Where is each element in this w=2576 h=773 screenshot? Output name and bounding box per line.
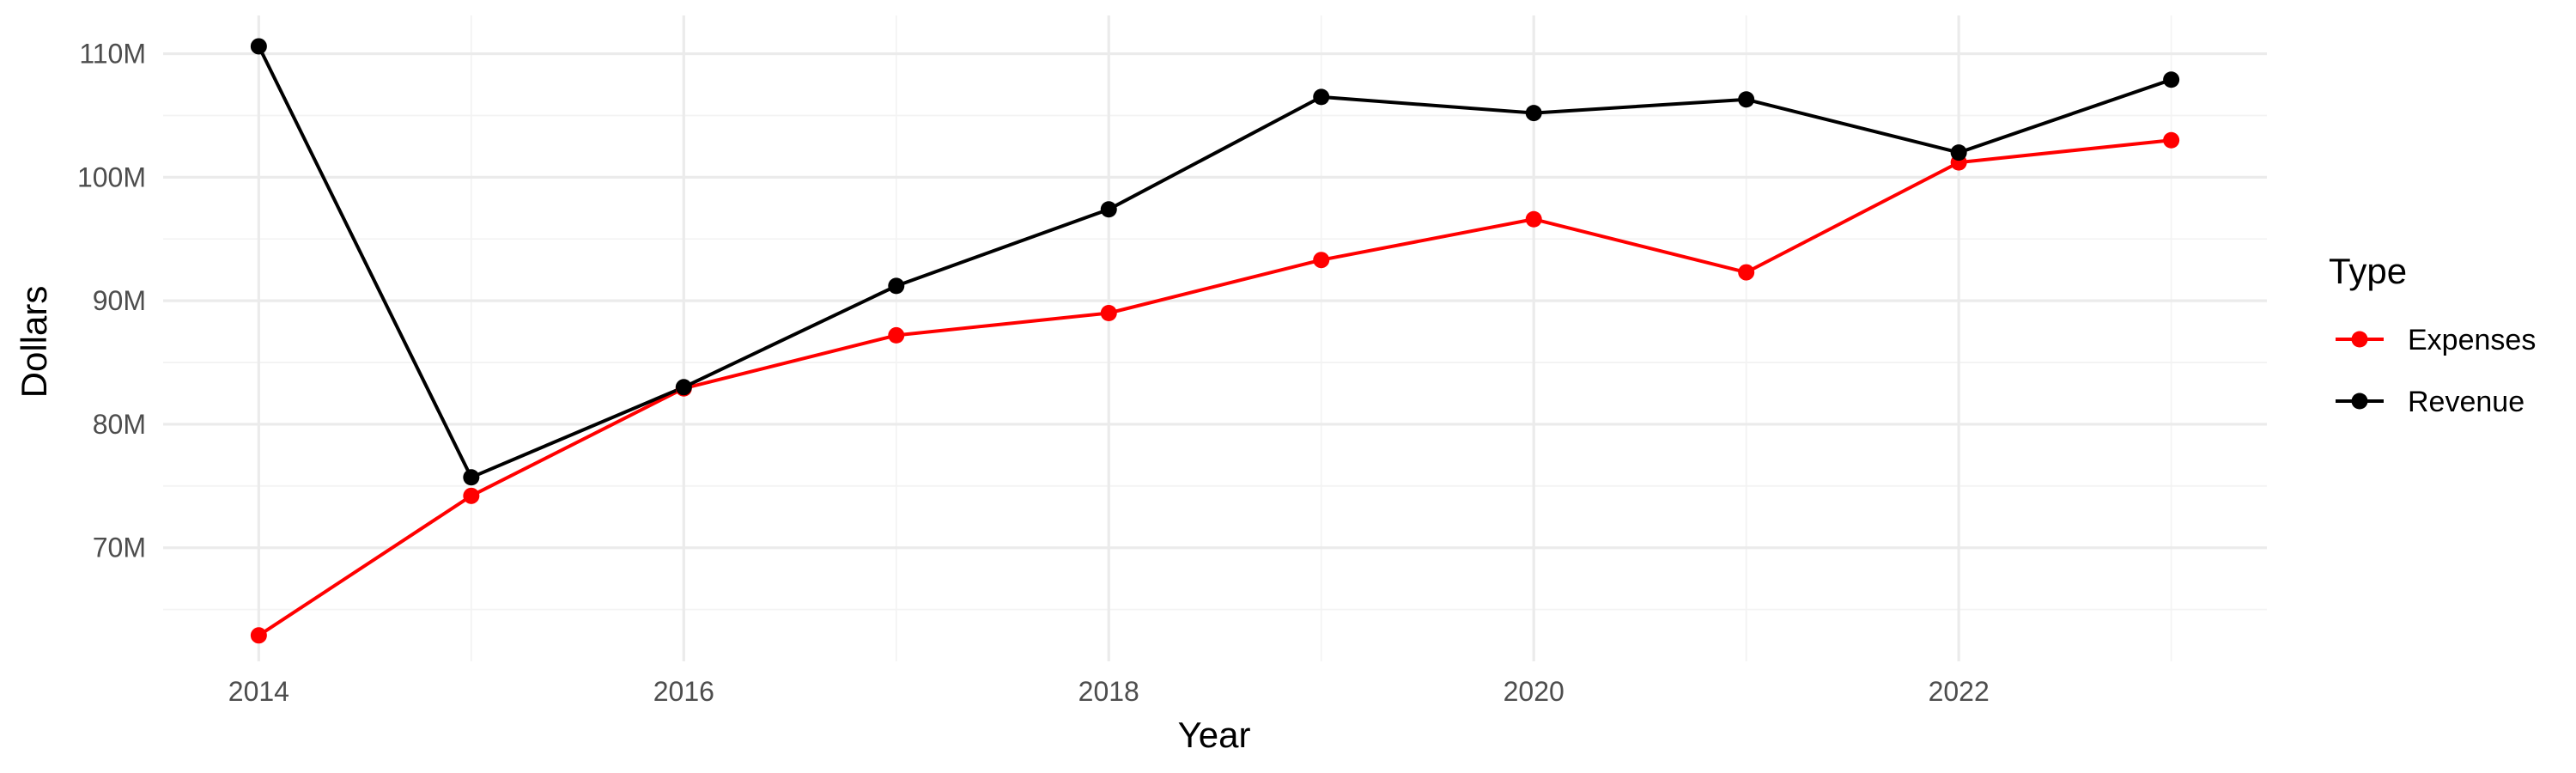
revenue-point <box>1100 201 1117 218</box>
y-axis-title: Dollars <box>14 286 54 399</box>
expenses-point <box>888 326 905 344</box>
expenses-point <box>250 627 267 644</box>
revenue-line <box>257 46 2172 479</box>
legend-items: Expenses Revenue <box>2336 324 2536 418</box>
y-tick-labels: 70M 80M 90M 100M 110M <box>77 39 146 563</box>
revenue-point <box>250 38 267 55</box>
revenue-point <box>1738 91 1755 108</box>
x-axis-title: Year <box>1178 715 1251 755</box>
legend: Type Expenses Revenue <box>2329 251 2536 418</box>
expenses-point <box>1738 264 1755 281</box>
revenue-point <box>2163 71 2180 88</box>
expenses-point <box>1525 210 1542 228</box>
legend-title: Type <box>2329 251 2407 291</box>
legend-item-revenue: Revenue <box>2336 386 2524 418</box>
legend-label-revenue: Revenue <box>2408 386 2524 418</box>
expenses-line <box>258 138 2172 637</box>
series-layer <box>250 38 2180 644</box>
legend-item-expenses: Expenses <box>2336 324 2536 356</box>
revenue-point <box>675 379 692 396</box>
x-tick-labels: 2014 2016 2018 2020 2022 <box>228 676 1990 707</box>
expenses-point <box>463 487 480 504</box>
x-tick-label: 2016 <box>653 676 714 707</box>
y-tick-label: 110M <box>79 39 146 70</box>
x-tick-label: 2018 <box>1078 676 1139 707</box>
revenue-point <box>463 469 480 486</box>
x-tick-label: 2022 <box>1929 676 1990 707</box>
y-tick-label: 80M <box>93 409 146 440</box>
legend-key-point-revenue <box>2351 393 2368 410</box>
y-tick-label: 90M <box>93 285 146 316</box>
revenue-point <box>1525 105 1542 122</box>
legend-key-point-expenses <box>2351 331 2368 348</box>
revenue-point <box>888 277 905 295</box>
expenses-point <box>1100 305 1117 322</box>
y-tick-label: 70M <box>93 533 146 563</box>
expenses-point <box>1313 252 1330 269</box>
expenses-point <box>2163 131 2180 149</box>
y-tick-label: 100M <box>77 161 146 192</box>
x-tick-label: 2014 <box>228 676 289 707</box>
legend-label-expenses: Expenses <box>2408 324 2536 356</box>
revenue-point <box>1313 88 1330 106</box>
grid-layer <box>163 15 2267 661</box>
revenue-point <box>1950 144 1967 161</box>
x-tick-label: 2020 <box>1504 676 1564 707</box>
